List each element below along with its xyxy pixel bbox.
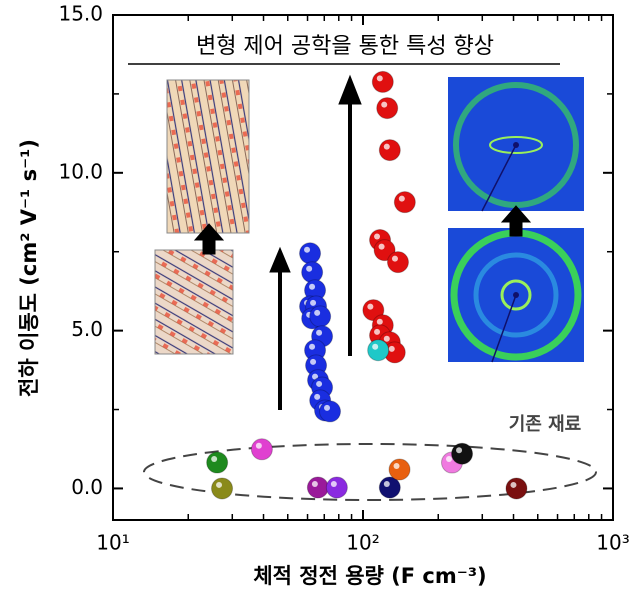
point-highlight xyxy=(384,144,390,150)
point-highlight xyxy=(211,456,217,462)
point xyxy=(379,140,400,161)
chart: 변형 제어 공학을 통한 특성 향상 기존 재료 체적 정전 용량 (F cm⁻… xyxy=(0,0,642,596)
point xyxy=(212,478,233,499)
point-highlight xyxy=(309,284,315,290)
point xyxy=(506,478,527,499)
chart-title: 변형 제어 공학을 통한 특성 향상 xyxy=(196,34,494,59)
point-highlight xyxy=(324,405,330,411)
point-highlight xyxy=(314,394,320,400)
point xyxy=(372,71,393,92)
point xyxy=(251,439,272,460)
point-highlight xyxy=(367,304,373,310)
point-highlight xyxy=(377,75,383,81)
point-highlight xyxy=(379,244,385,250)
point xyxy=(389,459,410,480)
point-highlight xyxy=(374,234,380,240)
point xyxy=(368,340,389,361)
x-tick-label: 10³ xyxy=(596,531,629,555)
point-highlight xyxy=(316,381,322,387)
point-highlight xyxy=(314,310,320,316)
annotation: 기존 재료 xyxy=(509,414,582,435)
inset-diffraction-bottom xyxy=(448,228,584,362)
point-highlight xyxy=(381,102,387,108)
inset-diffraction-top xyxy=(448,77,584,211)
point-highlight xyxy=(389,346,395,352)
y-tick-label: 15.0 xyxy=(58,2,103,26)
point-highlight xyxy=(304,247,310,253)
x-tick-label: 10² xyxy=(346,531,379,555)
point xyxy=(326,477,347,498)
point-highlight xyxy=(331,481,337,487)
point-highlight xyxy=(392,256,398,262)
point-highlight xyxy=(374,329,380,335)
point-highlight xyxy=(306,266,312,272)
point-highlight xyxy=(384,336,390,342)
point-highlight xyxy=(310,300,316,306)
point xyxy=(377,98,398,119)
point-highlight xyxy=(256,443,262,449)
point xyxy=(310,306,331,327)
x-tick-label: 10¹ xyxy=(96,531,129,555)
point-highlight xyxy=(446,456,452,462)
point xyxy=(300,243,321,264)
point-highlight xyxy=(377,319,383,325)
point-highlight xyxy=(394,463,400,469)
point-highlight xyxy=(372,344,378,350)
point xyxy=(394,192,415,213)
point xyxy=(207,452,228,473)
y-tick-label: 0.0 xyxy=(71,475,103,499)
point-highlight xyxy=(309,344,315,350)
point-highlight xyxy=(216,482,222,488)
point-highlight xyxy=(456,447,462,453)
point-highlight xyxy=(312,481,318,487)
y-tick-label: 5.0 xyxy=(71,317,103,341)
point xyxy=(302,262,323,283)
point xyxy=(307,477,328,498)
point xyxy=(320,401,341,422)
x-axis-label: 체적 정전 용량 (F cm⁻³) xyxy=(253,564,486,588)
point-highlight xyxy=(310,359,316,365)
y-tick-label: 10.0 xyxy=(58,159,103,183)
point-highlight xyxy=(316,330,322,336)
y-axis-label: 전하 이동도 (cm² V⁻¹ s⁻¹) xyxy=(17,139,41,397)
inset-random-fibers xyxy=(155,250,233,354)
point xyxy=(387,252,408,273)
point xyxy=(452,443,473,464)
point-highlight xyxy=(399,196,405,202)
point-highlight xyxy=(510,482,516,488)
inset-aligned-fibers xyxy=(167,80,249,233)
point-highlight xyxy=(384,481,390,487)
